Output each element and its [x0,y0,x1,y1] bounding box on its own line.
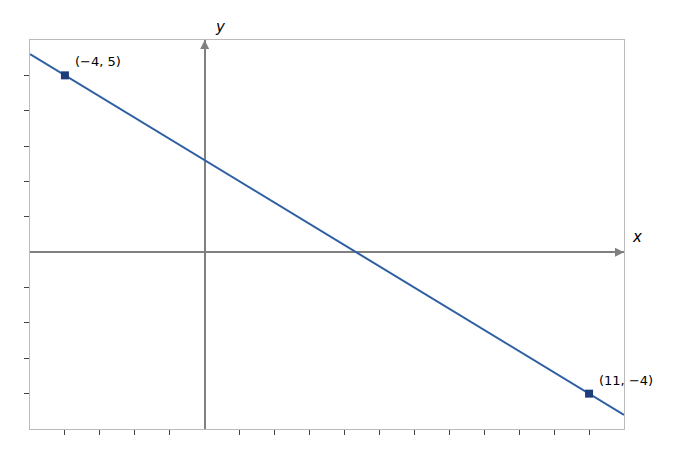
svg-text:x: x [632,228,642,246]
svg-text:(−4, 5): (−4, 5) [75,54,121,69]
svg-text:(11, −4): (11, −4) [599,373,653,388]
svg-text:y: y [215,18,226,36]
